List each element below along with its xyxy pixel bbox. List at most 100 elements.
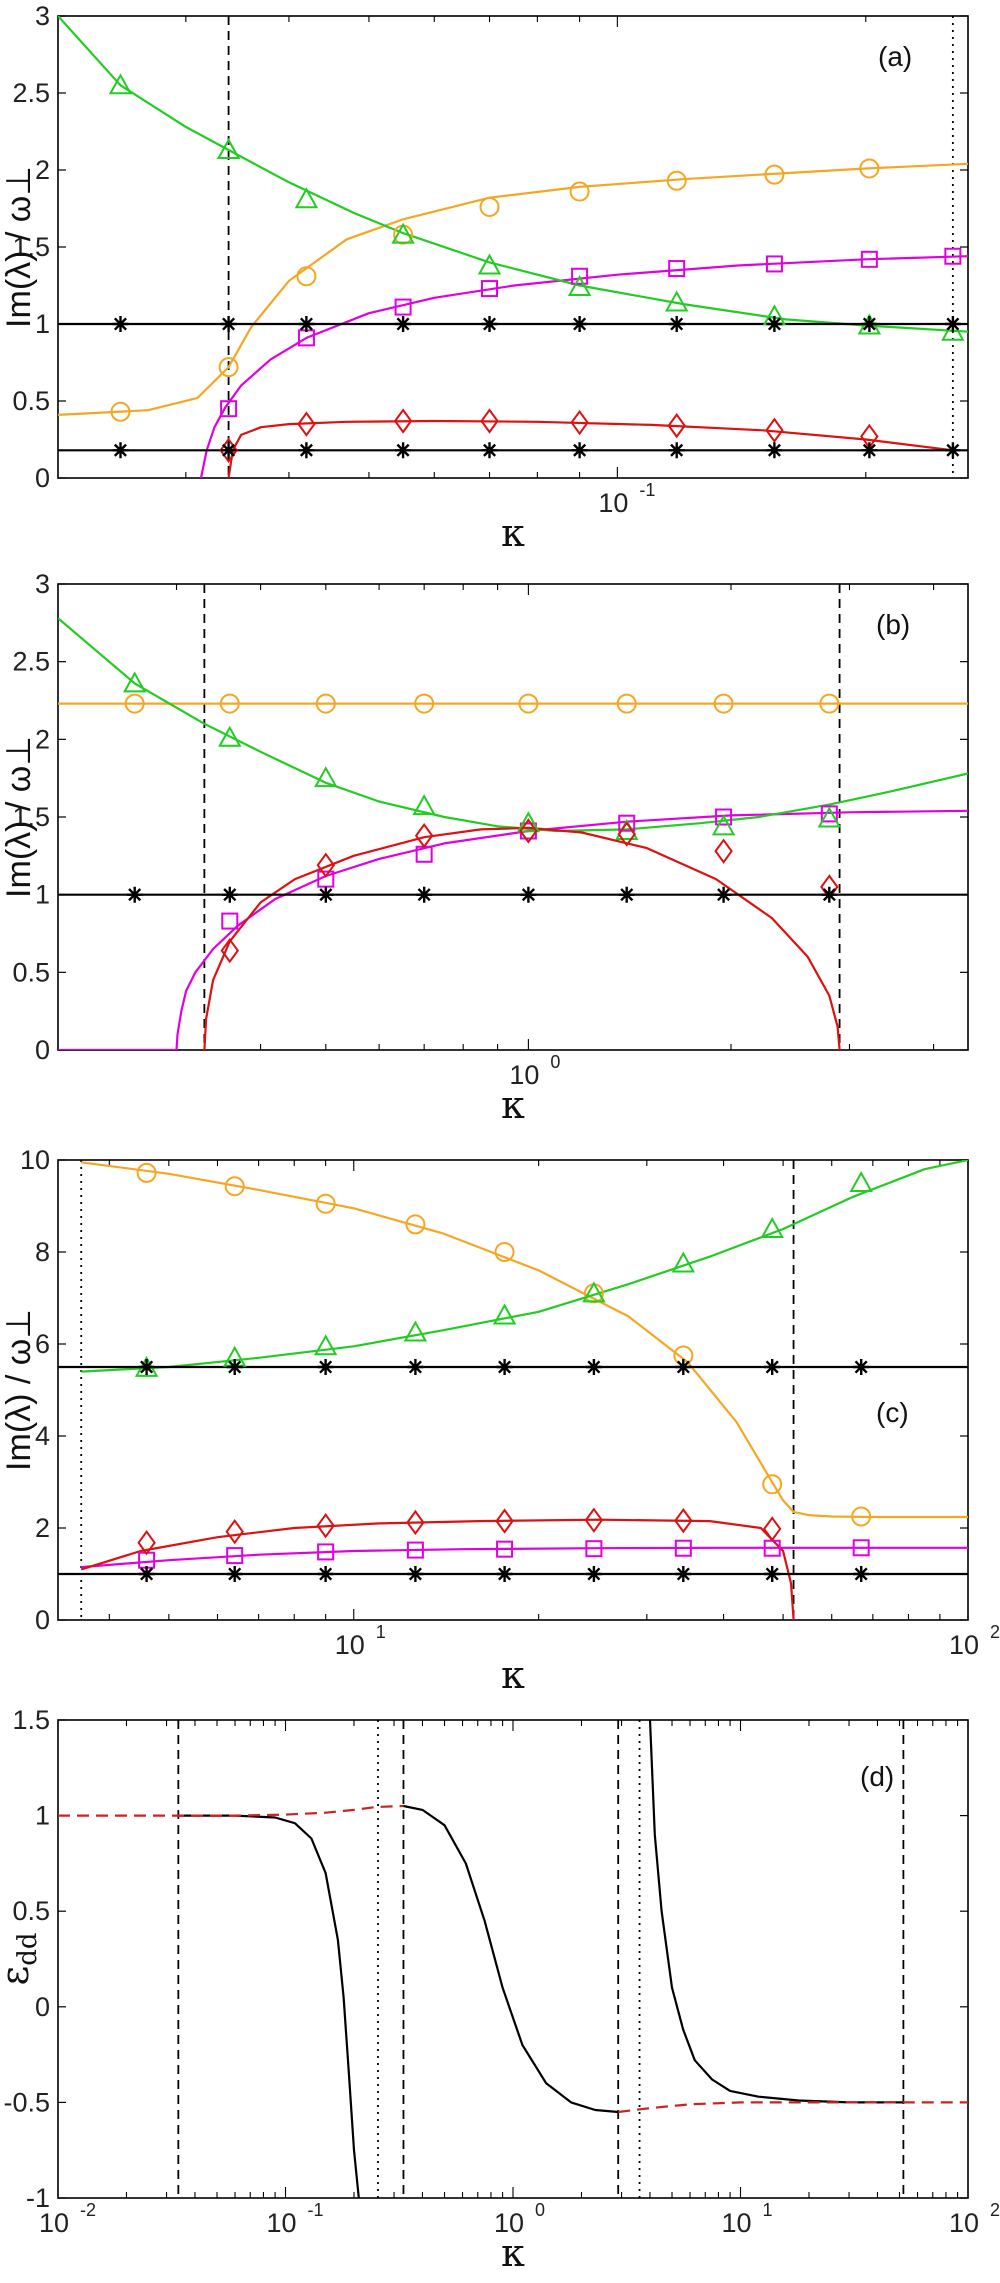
circle-marker (851, 1506, 872, 1527)
square-marker (226, 1547, 244, 1565)
x-tick-exponent: -1 (308, 2200, 324, 2220)
plot-area (58, 1160, 968, 1620)
x-axis-label: κ (501, 511, 525, 555)
star-marker (220, 316, 237, 332)
y-axis-label: εdd (0, 1933, 43, 1986)
square-marker (618, 814, 636, 832)
triangle-marker (218, 725, 242, 747)
triangle-marker (941, 319, 965, 341)
y-tick-label: 1 (35, 880, 50, 910)
star-marker (220, 442, 237, 459)
y-tick-label: 2 (35, 155, 50, 185)
triangle-marker (313, 1334, 338, 1356)
x-tick-exponent: 0 (550, 1052, 560, 1072)
x-tick-label: 10 (598, 488, 628, 518)
star-marker (395, 442, 412, 459)
y-tick-label: 1.5 (12, 232, 50, 262)
triangle-marker (294, 187, 319, 209)
y-tick-label: -1 (26, 2183, 50, 2213)
triangle-marker (412, 794, 436, 816)
circle-marker (713, 693, 734, 714)
circle-marker (414, 693, 435, 714)
series-line-red (80, 1518, 795, 1620)
circle-marker (819, 693, 840, 714)
circle-marker (518, 693, 539, 714)
star-marker (675, 1566, 692, 1582)
series-line-black-3 (648, 1720, 904, 2104)
star-marker (496, 1359, 513, 1375)
diamond-marker (297, 411, 316, 437)
series-line-orange (58, 162, 968, 416)
star-marker (138, 1566, 155, 1582)
square-marker (406, 1541, 424, 1559)
plot-frame (57, 1719, 969, 2199)
x-tick-exponent: 1 (376, 1622, 386, 1642)
plot-area (58, 16, 968, 478)
triangle-marker (314, 766, 338, 788)
diamond-marker (495, 1508, 514, 1534)
circle-marker (569, 181, 590, 202)
x-tick-label: 10 (949, 1630, 979, 1660)
triangle-marker (760, 1216, 784, 1238)
y-tick-label: -0.5 (3, 2087, 50, 2117)
x-tick-label: 10 (949, 2208, 979, 2238)
y-tick-label: 0 (35, 1992, 50, 2022)
star-marker (944, 442, 961, 459)
circle-marker (136, 1162, 157, 1183)
series-line-red (227, 419, 954, 478)
star-marker (585, 1566, 602, 1582)
star-marker (764, 1359, 781, 1375)
square-marker (585, 1540, 603, 1558)
circle-marker (296, 266, 317, 287)
diamond-marker (406, 1509, 425, 1536)
triangle-marker (582, 1281, 606, 1303)
x-tick-label: 10 (266, 2208, 296, 2238)
square-marker (481, 280, 499, 298)
y-axis-label: Im(λ) / ω⊥ (0, 1309, 38, 1471)
star-marker (317, 1566, 334, 1582)
star-marker (571, 442, 588, 459)
series-line-magenta (58, 809, 968, 1050)
x-axis-label: κ (501, 2231, 525, 2275)
x-tick-label: 10 (335, 1630, 365, 1660)
star-marker (138, 1359, 155, 1375)
circle-marker (219, 693, 240, 714)
square-marker (571, 267, 589, 285)
x-tick-exponent: -1 (639, 480, 655, 500)
x-tick-exponent: -2 (80, 2200, 96, 2220)
star-marker (861, 316, 878, 332)
diamond-marker (519, 818, 538, 844)
plot-frame (57, 1159, 969, 1621)
diamond-marker (316, 1512, 335, 1539)
y-tick-label: 2.5 (12, 647, 50, 677)
star-marker (618, 886, 635, 903)
y-tick-label: 2.5 (12, 78, 50, 108)
star-marker (112, 442, 129, 459)
triangle-marker (492, 1303, 517, 1325)
diamond-marker (480, 408, 499, 434)
circle-marker (224, 1176, 245, 1197)
square-marker (220, 400, 238, 418)
star-marker (861, 442, 878, 459)
series-line-red (203, 826, 841, 1050)
diamond-marker (617, 821, 636, 847)
x-axis-label: κ (501, 1653, 525, 1697)
y-tick-label: 0 (35, 1035, 50, 1065)
y-axis-label: Im(λ) / ω⊥ (0, 166, 38, 328)
y-tick-label: 1 (35, 1801, 50, 1831)
triangle-marker (391, 222, 415, 244)
circle-marker (315, 693, 336, 714)
star-marker (853, 1359, 870, 1375)
star-marker (821, 886, 838, 903)
diamond-marker (316, 852, 336, 878)
square-marker (496, 1540, 514, 1558)
star-marker (317, 1359, 334, 1375)
star-marker (481, 442, 498, 459)
series-line-green (58, 16, 968, 333)
series-line-green (58, 617, 968, 833)
x-tick-exponent: 2 (990, 1622, 1000, 1642)
series-line-magenta (199, 255, 968, 478)
star-marker (585, 1359, 602, 1375)
diamond-marker (570, 409, 589, 436)
